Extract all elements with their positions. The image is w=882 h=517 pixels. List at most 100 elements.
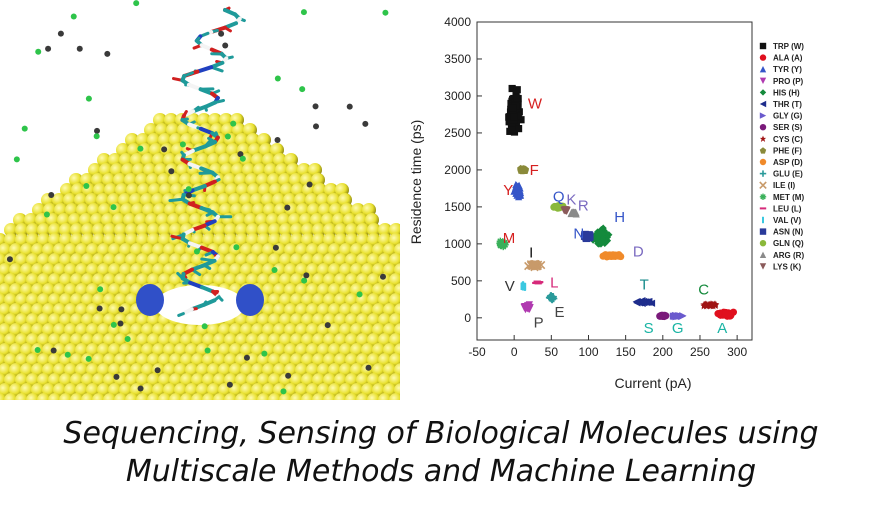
nanopore-simulation-render: [0, 0, 400, 400]
legend-entry: ILE (I): [773, 181, 796, 190]
legend-marker: [759, 251, 767, 258]
series-Q-points: [550, 201, 567, 212]
cluster-label-Y: Y: [503, 182, 513, 199]
caption-line-1: Sequencing, Sensing of Biological Molecu…: [63, 416, 819, 451]
cluster-label-A: A: [717, 320, 727, 337]
data-point: [508, 84, 516, 93]
ions: [6, 0, 389, 395]
x-tick-label: 50: [545, 345, 559, 359]
legend-entry: CYS (C): [773, 135, 803, 144]
series-E-points: [545, 292, 558, 304]
data-point: [529, 261, 539, 270]
chart-points: [496, 84, 738, 321]
data-point: [722, 310, 730, 318]
legend-entry: ARG (R): [773, 251, 804, 260]
legend-marker: [759, 42, 767, 50]
legend-entry: GLU (E): [773, 170, 803, 179]
data-point: [505, 113, 513, 121]
data-point: [700, 302, 708, 310]
y-tick-label: 4000: [444, 15, 471, 29]
legend-entry: LYS (K): [773, 262, 801, 271]
cluster-label-C: C: [698, 282, 709, 299]
data-point: [562, 207, 570, 215]
legend-entry: ALA (A): [773, 54, 803, 63]
data-point: [527, 261, 537, 270]
legend-marker: [759, 112, 767, 119]
y-tick-label: 500: [451, 274, 471, 288]
legend-entry: SER (S): [773, 123, 803, 132]
data-point: [660, 311, 668, 320]
legend-marker: [759, 193, 767, 200]
y-tick-label: 0: [464, 311, 471, 325]
data-point: [514, 112, 522, 120]
x-tick-label: 200: [653, 345, 673, 359]
series-D-points: [599, 251, 625, 261]
cluster-label-T: T: [640, 277, 649, 294]
y-tick-label: 1000: [444, 237, 471, 251]
cluster-label-M: M: [503, 230, 516, 247]
legend-entry: TRP (W): [773, 42, 804, 51]
legend-marker: [759, 147, 767, 154]
y-tick-label: 3500: [444, 52, 471, 66]
y-axis-label: Residence time (ps): [408, 120, 424, 245]
series-R-points: [567, 208, 580, 218]
x-tick-label: 0: [511, 345, 518, 359]
series-V-points: [520, 281, 527, 291]
legend-marker: [759, 100, 767, 108]
data-point: [514, 125, 523, 133]
data-point: [707, 301, 715, 310]
cluster-label-S: S: [644, 320, 654, 337]
data-point: [555, 204, 564, 212]
legend-marker: [759, 158, 767, 166]
legend-entry: PRO (P): [773, 77, 804, 86]
data-point: [510, 187, 518, 195]
data-point: [709, 300, 717, 309]
legend-marker: [759, 170, 767, 177]
chart-legend: TRP (W) ALA (A) TYR (Y) PRO (P) HIS (H) THR (…: [759, 42, 804, 271]
chart-axes: -50 0 50 100 150 200 250 3000500100015002000250…: [444, 15, 753, 359]
series-C-points: [700, 300, 720, 310]
series-T-points: [632, 296, 656, 307]
x-tick-label: 250: [690, 345, 710, 359]
y-tick-label: 3000: [444, 89, 471, 103]
cluster-label-W: W: [528, 95, 543, 112]
plot-frame: [476, 21, 753, 341]
legend-marker: [759, 54, 767, 61]
y-tick-label: 1500: [444, 200, 471, 214]
data-point: [594, 228, 602, 236]
data-point: [632, 298, 640, 306]
data-point: [517, 116, 525, 124]
legend-entry: THR (T): [773, 100, 802, 109]
series-W-points: [505, 84, 525, 136]
residence-time-scatter-chart: -50 0 50 100 150 200 250 3000500100015002000250…: [408, 15, 804, 391]
legend-entry: TYR (Y): [773, 65, 802, 74]
legend-marker: [759, 135, 767, 142]
legend-entry: VAL (V): [773, 216, 801, 225]
series-A-points: [714, 308, 738, 320]
series-S-points: [656, 311, 670, 321]
data-point: [509, 104, 517, 112]
data-point: [639, 297, 647, 306]
data-point: [523, 303, 531, 311]
data-point: [510, 113, 518, 121]
legend-marker: [759, 181, 767, 189]
cluster-label-Q: Q: [553, 189, 565, 206]
series-M-points: [496, 237, 509, 251]
data-point: [513, 86, 521, 94]
series-P-points: [520, 301, 534, 314]
y-tick-label: 2500: [444, 126, 471, 140]
x-axis-label: Current (pA): [614, 375, 691, 391]
series-K-points: [560, 206, 571, 215]
cluster-label-N: N: [573, 226, 584, 243]
cluster-labels: W A Y P H T G S C F D E IM L V N QRK: [503, 95, 728, 337]
series-F-points: [517, 164, 530, 175]
cluster-label-F: F: [530, 162, 539, 179]
data-point: [593, 236, 601, 245]
cluster-label-P: P: [534, 314, 544, 331]
legend-marker: [759, 263, 767, 270]
data-point: [672, 313, 680, 321]
series-Y-points: [510, 180, 525, 201]
cluster-label-V: V: [505, 278, 515, 295]
data-point: [509, 107, 517, 115]
data-point: [499, 241, 508, 249]
